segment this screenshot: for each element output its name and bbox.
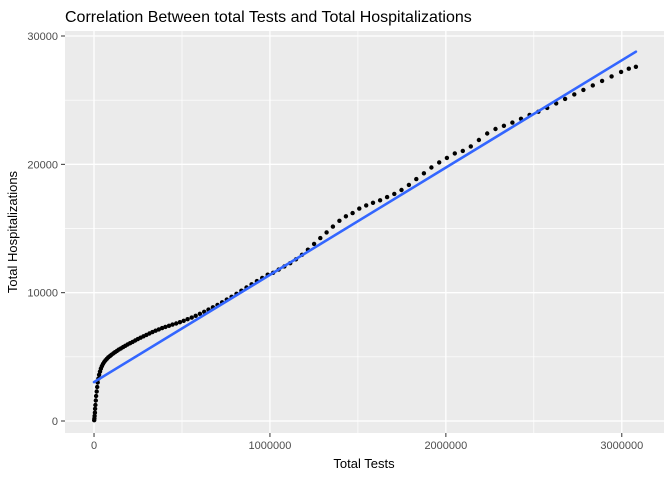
data-point	[437, 160, 442, 165]
data-point	[163, 324, 168, 330]
data-point	[330, 224, 336, 229]
data-point	[93, 402, 98, 408]
x-tick-label: 0	[91, 440, 97, 452]
data-point	[94, 389, 99, 394]
data-point	[174, 321, 179, 326]
data-point	[414, 176, 419, 182]
data-point	[609, 74, 614, 79]
data-point	[95, 384, 100, 390]
data-point	[384, 194, 390, 200]
data-point	[377, 198, 383, 203]
data-point	[421, 171, 427, 176]
data-point	[170, 322, 175, 327]
data-point	[159, 325, 165, 331]
data-point	[193, 313, 198, 318]
data-point	[364, 203, 369, 208]
panel-background	[65, 31, 664, 433]
data-point	[493, 126, 498, 132]
data-point	[156, 327, 161, 332]
data-point	[318, 235, 323, 241]
data-point	[189, 315, 194, 320]
data-point	[166, 323, 172, 328]
axes: 0 1000000 2000000 3000000 0 10000 20000 30000	[27, 31, 643, 452]
data-point	[510, 120, 515, 125]
regression-line	[92, 50, 638, 384]
chart-title: Correlation Between total Tests and Tota…	[65, 9, 472, 26]
data-point	[399, 187, 404, 193]
data-point	[177, 320, 183, 325]
data-point	[468, 144, 473, 149]
data-point	[501, 123, 507, 128]
data-point	[572, 92, 577, 97]
y-tick-label: 0	[52, 416, 58, 428]
data-point	[581, 87, 586, 93]
data-point	[460, 148, 465, 154]
data-point	[452, 151, 457, 156]
data-point	[93, 398, 99, 403]
data-point	[370, 200, 376, 205]
y-tick-label: 20000	[27, 159, 58, 171]
y-tick-label: 30000	[27, 31, 58, 43]
data-point	[562, 96, 568, 102]
data-point	[626, 66, 631, 71]
data-point	[337, 218, 342, 223]
data-point	[92, 413, 97, 419]
data-point	[92, 406, 98, 411]
data-point	[343, 214, 349, 219]
data-point	[181, 318, 186, 323]
data-point	[485, 131, 490, 136]
data-point	[92, 410, 98, 415]
x-tick-label: 3000000	[600, 440, 643, 452]
y-axis-title: Total Hospitalizations	[5, 170, 20, 293]
data-point	[406, 182, 412, 188]
data-point	[392, 191, 397, 197]
data-point	[429, 165, 434, 170]
x-tick-label: 2000000	[424, 440, 467, 452]
data-point	[93, 393, 99, 399]
x-tick-label: 1000000	[249, 440, 292, 452]
plot-panel	[65, 31, 664, 433]
data-point	[599, 78, 605, 84]
data-point	[590, 83, 595, 88]
data-point	[185, 317, 190, 322]
data-point	[350, 210, 355, 216]
data-point	[444, 155, 450, 161]
data-point	[197, 311, 203, 316]
x-axis-title: Total Tests	[333, 456, 395, 471]
data-point	[618, 69, 624, 75]
data-point	[633, 64, 639, 70]
y-tick-label: 10000	[27, 288, 58, 300]
data-point	[476, 137, 482, 143]
data-point	[324, 230, 329, 235]
data-point	[357, 206, 362, 211]
data-point	[311, 241, 317, 247]
